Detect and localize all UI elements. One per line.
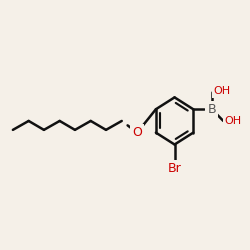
- Text: OH: OH: [224, 116, 241, 126]
- Text: B: B: [208, 103, 216, 116]
- Text: O: O: [132, 126, 142, 139]
- Text: OH: OH: [213, 86, 230, 96]
- Text: Br: Br: [168, 162, 181, 175]
